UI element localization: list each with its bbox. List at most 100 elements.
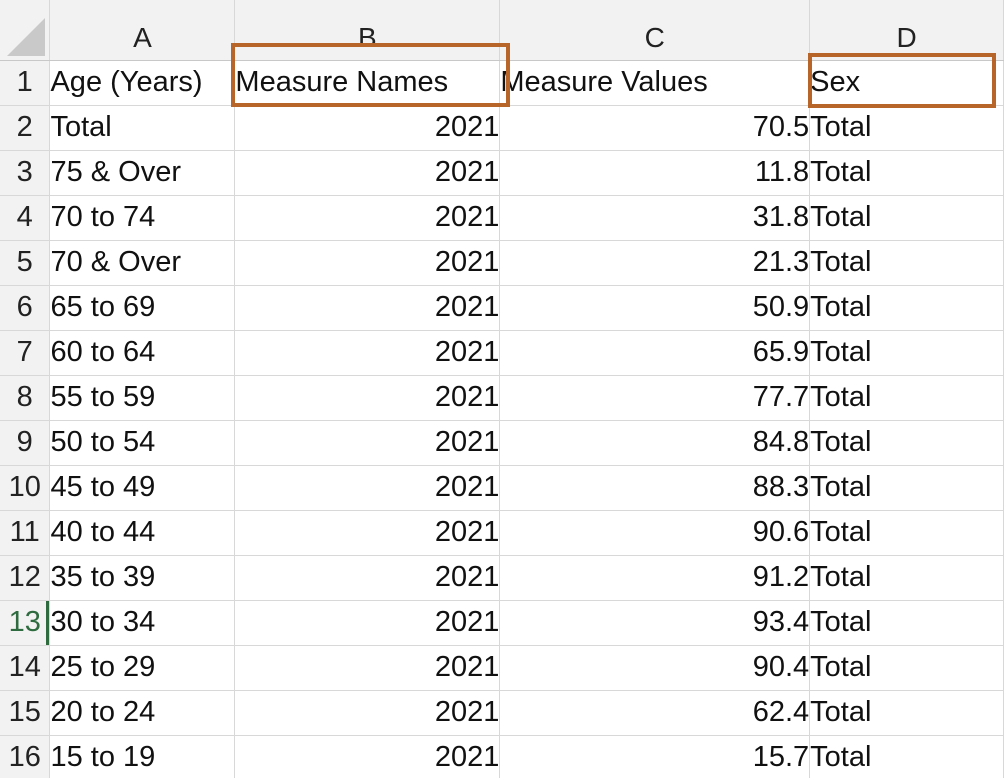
cell-year[interactable]: 2021 — [234, 420, 501, 466]
cell-sex[interactable]: Total — [809, 735, 1004, 778]
row-header[interactable]: 5 — [0, 240, 51, 286]
cell-sex[interactable]: Total — [809, 150, 1004, 196]
row-header[interactable]: 10 — [0, 465, 51, 511]
cell-age[interactable]: 25 to 29 — [49, 645, 236, 691]
cell-value[interactable]: 21.3 — [499, 240, 811, 286]
cell-a1[interactable]: Age (Years) — [49, 60, 236, 106]
cell-age[interactable]: 40 to 44 — [49, 510, 236, 556]
cell-sex[interactable]: Total — [809, 420, 1004, 466]
row-header[interactable]: 12 — [0, 555, 51, 601]
cell-c1[interactable]: Measure Values — [499, 60, 811, 106]
cell-sex[interactable]: Total — [809, 105, 1004, 151]
cell-sex[interactable]: Total — [809, 240, 1004, 286]
table-row: 12 35 to 39 2021 91.2 Total — [0, 555, 1004, 601]
cell-age[interactable]: 65 to 69 — [49, 285, 236, 331]
column-header-d[interactable]: D — [809, 0, 1004, 61]
cell-age[interactable]: 35 to 39 — [49, 555, 236, 601]
row-header[interactable]: 7 — [0, 330, 51, 376]
cell-year[interactable]: 2021 — [234, 150, 501, 196]
select-all-corner[interactable] — [0, 0, 51, 61]
cell-sex[interactable]: Total — [809, 510, 1004, 556]
cell-value[interactable]: 84.8 — [499, 420, 811, 466]
table-row: 3 75 & Over 2021 11.8 Total — [0, 150, 1004, 196]
row-header[interactable]: 13 — [0, 600, 51, 646]
cell-value[interactable]: 88.3 — [499, 465, 811, 511]
cell-year[interactable]: 2021 — [234, 510, 501, 556]
row-header[interactable]: 8 — [0, 375, 51, 421]
cell-age[interactable]: 55 to 59 — [49, 375, 236, 421]
cell-age[interactable]: 15 to 19 — [49, 735, 236, 778]
cell-year[interactable]: 2021 — [234, 600, 501, 646]
table-row: 15 20 to 24 2021 62.4 Total — [0, 690, 1004, 736]
cell-value[interactable]: 62.4 — [499, 690, 811, 736]
cell-year[interactable]: 2021 — [234, 645, 501, 691]
cell-age[interactable]: 30 to 34 — [49, 600, 236, 646]
cell-age[interactable]: 20 to 24 — [49, 690, 236, 736]
row-header[interactable]: 15 — [0, 690, 51, 736]
cell-age[interactable]: 45 to 49 — [49, 465, 236, 511]
cell-age[interactable]: 75 & Over — [49, 150, 236, 196]
cell-sex[interactable]: Total — [809, 600, 1004, 646]
cell-age[interactable]: 50 to 54 — [49, 420, 236, 466]
cell-value[interactable]: 93.4 — [499, 600, 811, 646]
select-all-triangle-icon — [7, 17, 46, 56]
cell-value[interactable]: 11.8 — [499, 150, 811, 196]
row-header[interactable]: 6 — [0, 285, 51, 331]
cell-b1[interactable]: Measure Names — [234, 60, 501, 106]
cell-year[interactable]: 2021 — [234, 240, 501, 286]
table-row: 9 50 to 54 2021 84.8 Total — [0, 420, 1004, 466]
cell-value[interactable]: 77.7 — [499, 375, 811, 421]
cell-value[interactable]: 31.8 — [499, 195, 811, 241]
column-header-b[interactable]: B — [234, 0, 501, 61]
row-header[interactable]: 16 — [0, 735, 51, 778]
cell-value[interactable]: 90.4 — [499, 645, 811, 691]
cell-age[interactable]: 70 to 74 — [49, 195, 236, 241]
table-row: 16 15 to 19 2021 15.7 Total — [0, 735, 1004, 778]
cell-value[interactable]: 91.2 — [499, 555, 811, 601]
cell-value[interactable]: 70.5 — [499, 105, 811, 151]
column-header-a[interactable]: A — [49, 0, 236, 61]
cell-value[interactable]: 15.7 — [499, 735, 811, 778]
row-header[interactable]: 9 — [0, 420, 51, 466]
cell-year[interactable]: 2021 — [234, 555, 501, 601]
cell-value[interactable]: 65.9 — [499, 330, 811, 376]
row-header[interactable]: 4 — [0, 195, 51, 241]
row-header[interactable]: 11 — [0, 510, 51, 556]
cell-year[interactable]: 2021 — [234, 330, 501, 376]
row-header[interactable]: 14 — [0, 645, 51, 691]
cell-year[interactable]: 2021 — [234, 105, 501, 151]
column-header-row: A B C D — [0, 0, 1004, 61]
cell-year[interactable]: 2021 — [234, 285, 501, 331]
table-row: 11 40 to 44 2021 90.6 Total — [0, 510, 1004, 556]
table-row: 2 Total 2021 70.5 Total — [0, 105, 1004, 151]
row-header[interactable]: 1 — [0, 60, 51, 106]
cell-d1[interactable]: Sex — [809, 60, 1004, 106]
table-row: 6 65 to 69 2021 50.9 Total — [0, 285, 1004, 331]
cell-value[interactable]: 90.6 — [499, 510, 811, 556]
cell-value[interactable]: 50.9 — [499, 285, 811, 331]
cell-age[interactable]: 60 to 64 — [49, 330, 236, 376]
row-header[interactable]: 3 — [0, 150, 51, 196]
cell-sex[interactable]: Total — [809, 690, 1004, 736]
cell-sex[interactable]: Total — [809, 330, 1004, 376]
cell-sex[interactable]: Total — [809, 195, 1004, 241]
cell-sex[interactable]: Total — [809, 375, 1004, 421]
cell-age[interactable]: 70 & Over — [49, 240, 236, 286]
cell-year[interactable]: 2021 — [234, 465, 501, 511]
cell-year[interactable]: 2021 — [234, 375, 501, 421]
cell-year[interactable]: 2021 — [234, 735, 501, 778]
row-header[interactable]: 2 — [0, 105, 51, 151]
table-row: 10 45 to 49 2021 88.3 Total — [0, 465, 1004, 511]
column-header-c[interactable]: C — [499, 0, 811, 61]
table-row: 7 60 to 64 2021 65.9 Total — [0, 330, 1004, 376]
cell-sex[interactable]: Total — [809, 465, 1004, 511]
cell-year[interactable]: 2021 — [234, 195, 501, 241]
cell-sex[interactable]: Total — [809, 645, 1004, 691]
cell-sex[interactable]: Total — [809, 285, 1004, 331]
cell-sex[interactable]: Total — [809, 555, 1004, 601]
cell-age[interactable]: Total — [49, 105, 236, 151]
cell-year[interactable]: 2021 — [234, 690, 501, 736]
table-row: 1 Age (Years) Measure Names Measure Valu… — [0, 60, 1004, 106]
table-row: 4 70 to 74 2021 31.8 Total — [0, 195, 1004, 241]
